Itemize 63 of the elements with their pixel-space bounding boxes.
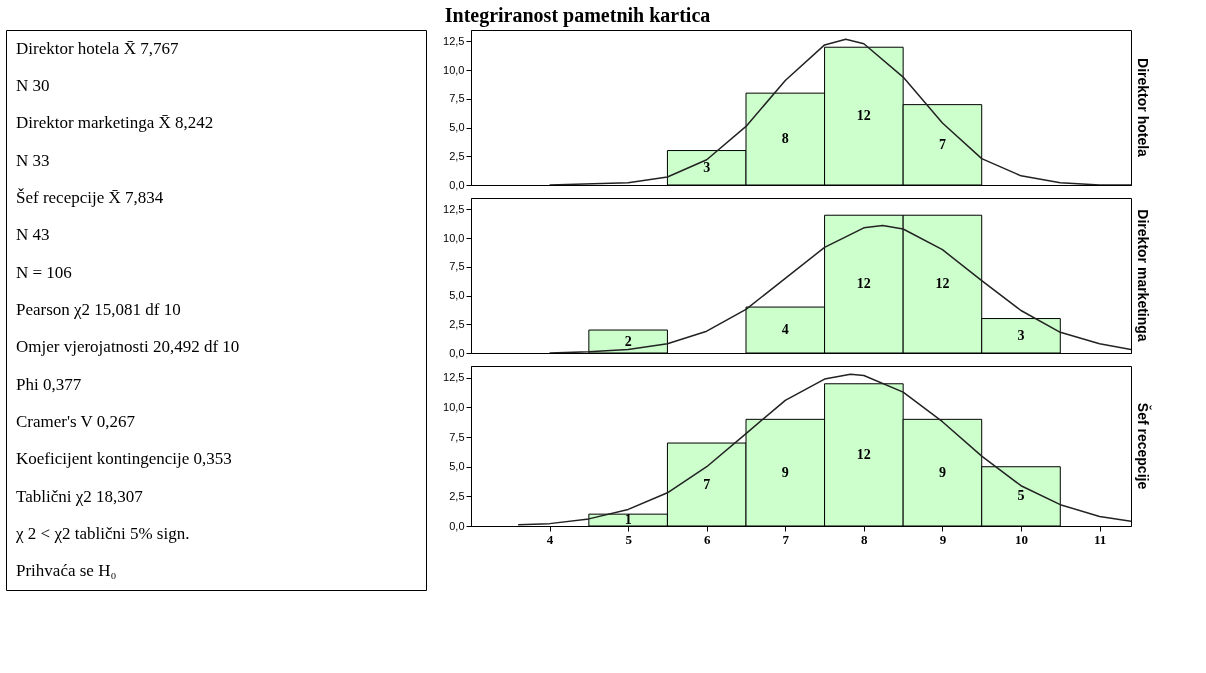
y-tick-label: 12,5 (443, 202, 465, 215)
y2-axis-title: Direktor marketinga (1135, 209, 1151, 342)
x-tick-label: 8 (861, 531, 869, 547)
data-label: 12 (856, 276, 871, 292)
text: Pearson χ2 15,081 df 10 (16, 300, 181, 319)
y-tick-label: 0,0 (449, 346, 465, 359)
text: χ 2 < χ2 tablični 5% sign. (15, 524, 190, 543)
text: Koeficijent kontingencije 0,353 (16, 449, 232, 469)
y2-axis-title: Šef recepcije (1135, 402, 1152, 490)
y-tick-label: 7,5 (449, 92, 465, 105)
data-label: 9 (938, 464, 946, 480)
line-series (548, 38, 1131, 185)
data-label: 7 (703, 476, 711, 492)
text: Prihvaća se H₀ (16, 561, 117, 581)
data-label: 5 (1017, 488, 1025, 504)
y-tick-label: 10,0 (443, 63, 465, 76)
data-label: 3 (703, 159, 711, 175)
y-tick-label: 2,5 (449, 149, 465, 162)
text: Omjer vjerojatnosti 20,492 df 10 (16, 337, 240, 357)
text: N 33 (16, 150, 50, 170)
data-label: 3 (1017, 327, 1025, 343)
data-label: 12 (856, 108, 871, 124)
text: Integriranost pametnih kartica (444, 3, 711, 27)
x-tick-label: 5 (625, 531, 633, 547)
y-tick-label: 2,5 (449, 317, 465, 330)
y-tick-label: 0,0 (449, 178, 465, 191)
data-label: 8 (781, 131, 789, 147)
data-label: 7 (938, 136, 946, 152)
y-tick-label: 7,5 (449, 260, 465, 273)
line-series (517, 373, 1131, 526)
y-tick-label: 5,0 (449, 460, 465, 473)
text: Šef recepcije X̄ 7,834 (16, 188, 164, 207)
x-tick-label: 7 (782, 531, 790, 547)
y2-axis-title: Direktor hotela (1135, 58, 1151, 158)
text: Tablični χ2 18,307 (16, 486, 144, 506)
y-tick-label: 12,5 (443, 371, 465, 384)
data-label: 4 (781, 322, 789, 338)
text: Direktor marketinga X̄ 8,242 (16, 113, 214, 133)
text: N = 106 (16, 262, 72, 282)
text: N 30 (16, 76, 50, 95)
text: N 43 (16, 225, 50, 245)
y-tick-label: 10,0 (443, 400, 465, 413)
x-tick-label: 9 (939, 531, 947, 547)
x-tick-label: 10 (1015, 531, 1028, 547)
text: Direktor hotela X̄ 7,767 (16, 38, 179, 58)
x-tick-label: 4 (546, 531, 554, 547)
data-label: 12 (935, 276, 950, 292)
y-tick-label: 7,5 (449, 430, 465, 443)
y-tick-label: 0,0 (449, 519, 465, 532)
data-label: 2 (624, 333, 632, 349)
y-tick-label: 5,0 (449, 121, 465, 134)
y-tick-label: 12,5 (443, 34, 465, 47)
y-tick-label: 10,0 (443, 231, 465, 244)
data-label: 9 (781, 464, 789, 480)
data-label: 12 (856, 446, 871, 462)
data-label: 1 (624, 512, 632, 528)
text: Phi 0,377 (16, 374, 82, 394)
text: Cramer's V 0,267 (16, 412, 136, 431)
line-series (548, 224, 1131, 353)
x-tick-label: 11 (1093, 531, 1107, 547)
x-tick-label: 6 (703, 531, 711, 547)
y-tick-label: 2,5 (449, 489, 465, 502)
y-tick-label: 5,0 (449, 289, 465, 302)
